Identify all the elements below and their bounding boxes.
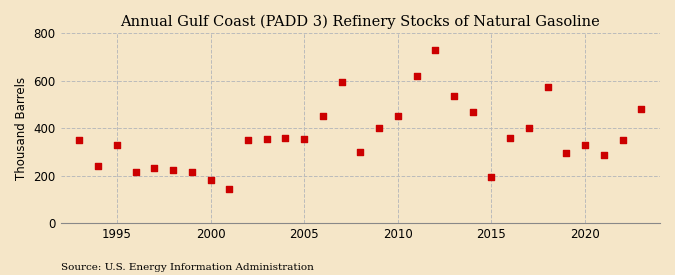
Point [130, 170, 141, 174]
Point [524, 126, 535, 130]
Point [336, 80, 347, 84]
Point [261, 137, 272, 141]
Point [486, 174, 497, 179]
Point [317, 114, 328, 119]
Point [542, 84, 553, 89]
Point [299, 137, 310, 141]
Point [430, 48, 441, 52]
Point [74, 138, 85, 142]
Point [411, 74, 422, 78]
Point [167, 167, 178, 172]
Text: Source: U.S. Energy Information Administration: Source: U.S. Energy Information Administ… [61, 263, 314, 272]
Point [205, 178, 216, 182]
Point [111, 142, 122, 147]
Point [599, 153, 610, 158]
Point [149, 166, 160, 170]
Point [355, 150, 366, 154]
Point [636, 107, 647, 111]
Point [374, 126, 385, 130]
Point [92, 164, 103, 168]
Point [449, 94, 460, 98]
Point [617, 138, 628, 142]
Y-axis label: Thousand Barrels: Thousand Barrels [15, 76, 28, 180]
Point [467, 109, 478, 114]
Point [242, 138, 253, 142]
Point [580, 142, 591, 147]
Point [224, 186, 235, 191]
Point [392, 114, 403, 119]
Point [280, 135, 291, 140]
Point [186, 170, 197, 174]
Point [561, 151, 572, 155]
Title: Annual Gulf Coast (PADD 3) Refinery Stocks of Natural Gasoline: Annual Gulf Coast (PADD 3) Refinery Stoc… [120, 15, 600, 29]
Point [505, 135, 516, 140]
